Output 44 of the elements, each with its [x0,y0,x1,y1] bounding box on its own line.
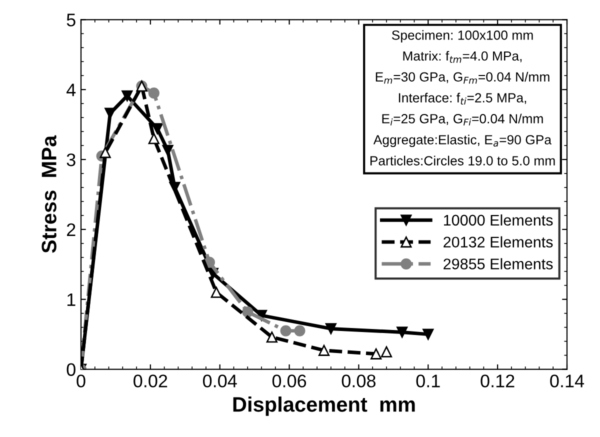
x-tick-label: 0.08 [342,374,376,388]
x-tick-label: 0.06 [272,374,306,388]
point [210,286,222,298]
point [100,146,111,158]
y-tick-label: 5 [66,14,76,26]
point [122,90,133,102]
annotation: E$_{i}$=25 GPa, G$_{Fi}$=0.04 N/mm [382,114,543,126]
point [318,344,330,356]
x-tick-label: 0.02 [134,374,168,388]
annotation: Specimen: 100x100 mm [392,30,533,42]
point [104,108,116,119]
point [162,144,174,156]
point [280,325,292,336]
point [370,348,382,360]
annotation: Aggregate:Elastic, E$_{a}$=90 GPa [373,134,552,148]
y-tick-label: 3 [66,153,76,166]
point [325,323,336,334]
point [242,306,254,318]
y-tick-label: 2 [67,223,76,236]
annotation: Matrix: f$_{tm}$=4.0 MPa, [403,50,522,63]
y-tick-label: 0 [66,363,76,376]
point [148,132,160,144]
legend-label: 10000 Elements [444,214,553,226]
legend-label: 20132 Elements [444,236,553,248]
y-tick-label: 1 [67,293,76,306]
x-tick-label: 0.04 [202,374,237,388]
annotation: Interface: f$_{ti}$=2.5 MPa, [398,92,526,105]
annotation: E$_{m}$=30 GPa, G$_{Fm}$=0.04 N/mm [376,72,550,84]
x-tick-label: 0.14 [550,374,584,388]
point [422,328,434,340]
point [396,326,408,338]
legend-label: 29855 Elements [444,258,553,270]
x-tick-label: 0 [76,374,86,388]
point [266,332,278,343]
x-axis-title: Displacement mm [233,396,415,416]
y-axis-title: Stress MPa [42,135,56,253]
point [152,123,163,134]
point [148,88,160,99]
point [380,346,392,358]
x-tick-label: 0.1 [416,374,440,388]
x-tick-label: 0.12 [480,374,514,388]
annotation: Particles:Circles 19.0 to 5.0 mm [370,156,555,166]
y-tick-label: 4 [66,84,76,96]
point [294,325,306,336]
